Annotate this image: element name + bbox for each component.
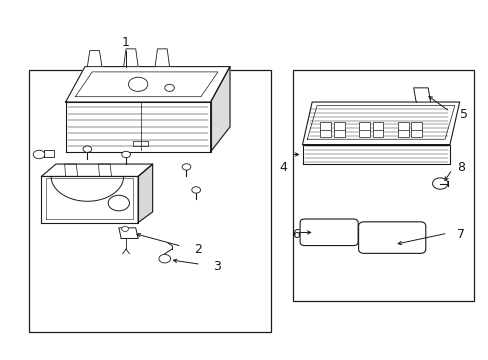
Bar <box>333 122 344 130</box>
Text: 3: 3 <box>213 260 221 273</box>
Bar <box>29 70 270 332</box>
Circle shape <box>128 77 147 91</box>
Bar <box>410 129 421 138</box>
Polygon shape <box>413 88 430 102</box>
Bar <box>397 122 408 130</box>
FancyBboxPatch shape <box>358 222 425 253</box>
Text: 1: 1 <box>122 36 130 49</box>
Polygon shape <box>155 49 169 67</box>
Text: 2: 2 <box>193 243 201 256</box>
Polygon shape <box>65 102 210 152</box>
Circle shape <box>33 150 45 159</box>
Bar <box>320 129 330 138</box>
Polygon shape <box>123 49 138 67</box>
Polygon shape <box>119 228 138 238</box>
Text: 8: 8 <box>456 161 464 174</box>
Bar <box>372 122 383 130</box>
Bar <box>292 70 473 301</box>
Polygon shape <box>302 145 449 164</box>
Text: 6: 6 <box>292 229 300 242</box>
Polygon shape <box>210 67 229 152</box>
Bar <box>372 129 383 138</box>
Polygon shape <box>138 164 152 222</box>
Bar <box>358 129 369 138</box>
Polygon shape <box>44 150 53 157</box>
Text: 4: 4 <box>279 161 286 174</box>
Text: 5: 5 <box>459 108 467 121</box>
FancyBboxPatch shape <box>300 219 357 246</box>
Bar <box>358 122 369 130</box>
Bar <box>320 122 330 130</box>
Bar <box>410 122 421 130</box>
Circle shape <box>83 146 92 152</box>
Circle shape <box>432 178 447 189</box>
Polygon shape <box>65 67 229 102</box>
Circle shape <box>122 226 128 231</box>
Text: 7: 7 <box>456 229 464 242</box>
Circle shape <box>164 84 174 91</box>
Bar <box>397 129 408 138</box>
Polygon shape <box>41 164 152 176</box>
Circle shape <box>182 164 190 170</box>
Circle shape <box>108 195 129 211</box>
Circle shape <box>191 187 200 193</box>
Circle shape <box>122 151 130 158</box>
Polygon shape <box>302 102 459 145</box>
Polygon shape <box>87 51 102 67</box>
Polygon shape <box>41 176 138 222</box>
Bar <box>333 129 344 138</box>
